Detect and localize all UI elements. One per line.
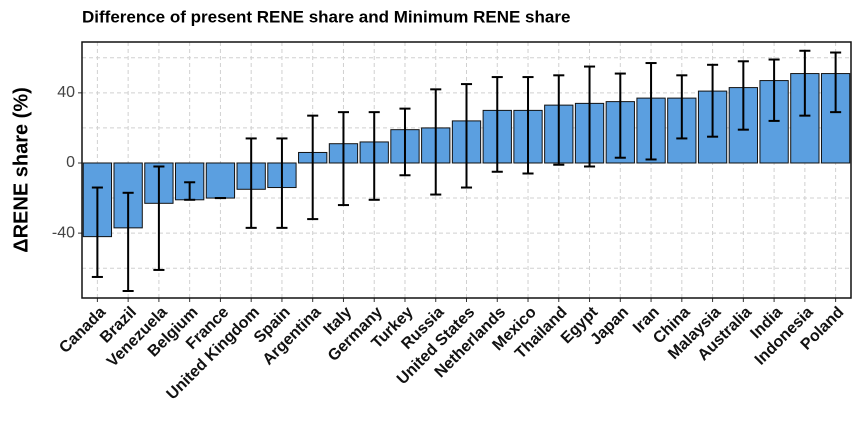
chart-title: Difference of present RENE share and Min…	[82, 7, 570, 26]
error-bar	[737, 60, 749, 131]
error-bar	[584, 65, 596, 168]
error-bar	[91, 186, 103, 278]
error-bar	[768, 58, 780, 122]
error-bar	[184, 181, 196, 201]
error-bar	[676, 74, 688, 140]
error-bar	[799, 49, 811, 117]
error-bar	[430, 88, 442, 196]
error-bar	[522, 76, 534, 175]
error-bar	[830, 51, 842, 114]
error-bar	[245, 137, 257, 229]
error-bar	[614, 72, 626, 159]
error-bar	[337, 111, 349, 207]
error-bar	[276, 137, 288, 229]
error-bar	[491, 76, 503, 173]
y-axis-label: ΔRENE share (%)	[10, 87, 32, 253]
error-bar	[399, 107, 411, 177]
error-bar	[368, 111, 380, 201]
y-tick-label: -40	[52, 224, 75, 241]
error-bar	[645, 62, 657, 161]
y-tick-label: 40	[57, 84, 75, 101]
error-bar	[460, 83, 473, 189]
y-tick-label: 0	[66, 154, 75, 171]
error-bar	[122, 191, 134, 292]
error-bar	[153, 165, 165, 271]
error-bar	[707, 63, 719, 138]
bar	[205, 162, 236, 199]
error-bar	[307, 114, 319, 221]
error-bar	[553, 74, 565, 166]
plot-frame	[81, 41, 852, 299]
